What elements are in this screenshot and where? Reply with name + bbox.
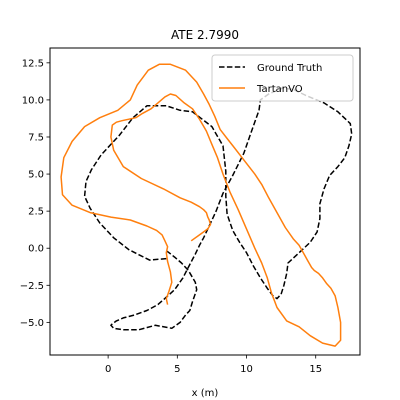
y-tick-label: 5.0 <box>28 170 44 181</box>
y-tick-label: −5.0 <box>20 318 44 329</box>
x-axis: 0 5 10 15 <box>105 355 322 375</box>
series-line-ground-truth <box>83 87 353 331</box>
series-line-tartanvo <box>60 63 342 347</box>
chart-title: ATE 2.7990 <box>171 28 239 42</box>
y-tick-label: 12.5 <box>22 58 44 69</box>
y-tick-label: 10.0 <box>22 95 44 106</box>
legend-label-tartanvo: TartanVO <box>256 84 303 95</box>
y-tick-label: −2.5 <box>20 281 44 292</box>
x-tick-label: 15 <box>309 364 322 375</box>
series-layer <box>60 63 353 347</box>
y-tick-label: 2.5 <box>28 207 44 218</box>
x-tick-label: 10 <box>240 364 253 375</box>
y-tick-label: 0.0 <box>28 244 44 255</box>
legend: Ground Truth TartanVO <box>211 54 354 102</box>
y-tick-label: 7.5 <box>28 132 44 143</box>
axes-frame <box>49 47 361 356</box>
y-axis: −5.0 −2.5 0.0 2.5 5.0 7.5 10.0 12.5 <box>20 58 50 329</box>
x-tick-label: 5 <box>174 364 180 375</box>
x-tick-label: 0 <box>105 364 111 375</box>
legend-box <box>211 54 354 102</box>
x-axis-label: x (m) <box>192 388 219 399</box>
legend-label-ground-truth: Ground Truth <box>257 63 322 74</box>
